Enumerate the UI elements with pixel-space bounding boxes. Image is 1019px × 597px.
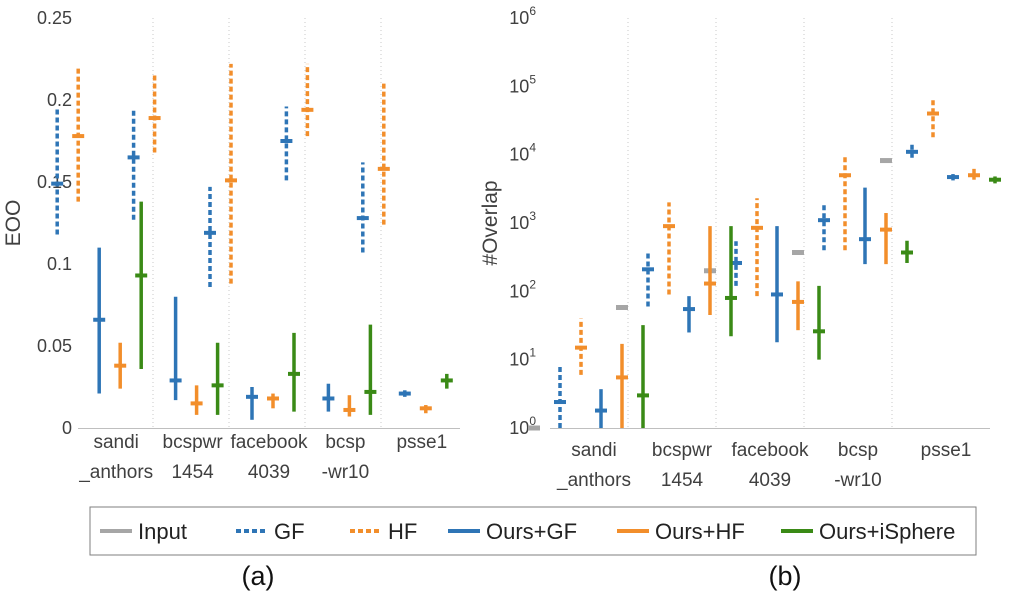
- x-tick-label: bcsp: [325, 432, 365, 453]
- x-tick-label: psse1: [396, 432, 447, 453]
- legend: Input GF HF Ours+GF Ours+HF Ours+iSphere: [89, 506, 977, 556]
- panel-a-eoo-chart: 00.050.10.150.20.25EOOsandi_anthorsbcspw…: [2, 8, 460, 483]
- y-tick-label: 103: [509, 209, 536, 233]
- legend-label-ours-hf: Ours+HF: [655, 519, 745, 544]
- x-tick-label: bcspwr: [163, 432, 224, 453]
- legend-label-gf: GF: [274, 519, 305, 544]
- x-tick-label: 4039: [749, 470, 791, 491]
- y-tick-label: 105: [509, 72, 536, 96]
- x-tick-label: _anthors: [556, 470, 631, 491]
- x-tick-label: 1454: [171, 462, 214, 483]
- legend-label-input: Input: [138, 519, 187, 544]
- legend-label-hf: HF: [388, 519, 417, 544]
- y-tick-label: 0.05: [37, 336, 72, 356]
- y-tick-label: 106: [509, 4, 536, 28]
- y-tick-label: 102: [509, 277, 536, 301]
- y-tick-exponent: 1: [529, 346, 536, 360]
- x-tick-label: _anthors: [78, 462, 153, 483]
- x-tick-label: sandi: [571, 440, 616, 461]
- panel-label-b: (b): [769, 561, 802, 591]
- y-axis-title: #Overlap: [479, 180, 502, 265]
- legend-label-ours-isphere: Ours+iSphere: [819, 519, 955, 544]
- x-tick-label: -wr10: [834, 470, 882, 491]
- x-tick-label: bcspwr: [652, 440, 713, 461]
- y-tick-label: 0.2: [47, 90, 72, 110]
- y-tick-exponent: 0: [529, 414, 536, 428]
- y-tick-exponent: 2: [529, 277, 536, 291]
- y-tick-label: 0.1: [47, 254, 72, 274]
- x-tick-label: -wr10: [322, 462, 370, 483]
- y-tick-exponent: 5: [529, 72, 536, 86]
- y-tick-label: 0: [62, 418, 72, 438]
- y-tick-exponent: 4: [529, 141, 536, 155]
- panel-b-overlap-chart: 100101102103104105106#Overlapsandi_antho…: [479, 4, 1001, 491]
- y-tick-label: 101: [509, 346, 536, 370]
- y-tick-label: 104: [509, 141, 536, 165]
- y-tick-exponent: 6: [529, 4, 536, 18]
- x-tick-label: 4039: [248, 462, 290, 483]
- panel-label-a: (a): [242, 561, 275, 591]
- y-tick-exponent: 3: [529, 209, 536, 223]
- y-axis-title: EOO: [2, 200, 25, 247]
- x-tick-label: facebook: [230, 432, 308, 453]
- y-tick-label: 0.25: [37, 8, 72, 28]
- legend-label-ours-gf: Ours+GF: [486, 519, 577, 544]
- x-tick-label: bcsp: [838, 440, 878, 461]
- x-tick-label: sandi: [93, 432, 138, 453]
- x-tick-label: facebook: [731, 440, 809, 461]
- x-tick-label: 1454: [661, 470, 704, 491]
- x-tick-label: psse1: [921, 440, 972, 461]
